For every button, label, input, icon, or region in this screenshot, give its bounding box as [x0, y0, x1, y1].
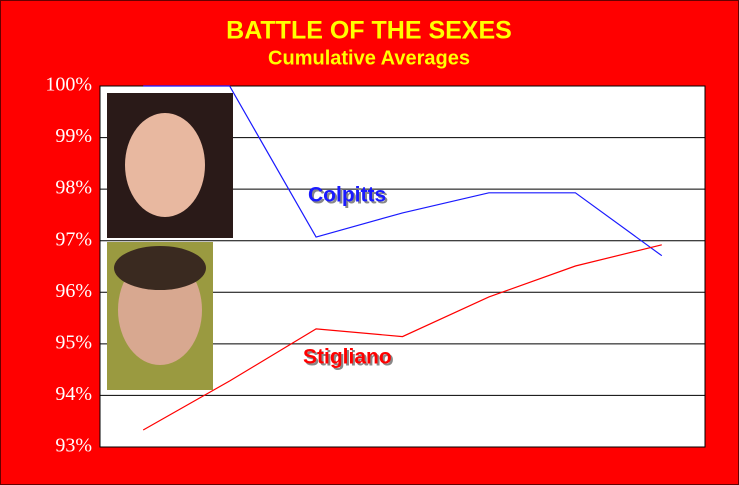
series-label: Colpitts — [308, 184, 386, 207]
y-tick-label: 93% — [55, 435, 92, 457]
y-tick-label: 95% — [55, 331, 92, 353]
series-label: Stigliano — [303, 346, 392, 369]
photo-face — [125, 113, 205, 217]
y-tick-label: 98% — [55, 177, 92, 199]
photo-hair — [114, 246, 206, 290]
y-tick-label: 100% — [45, 74, 92, 96]
y-tick-label: 99% — [55, 125, 92, 147]
chart-title: BATTLE OF THE SEXES — [226, 17, 512, 45]
y-tick-label: 97% — [55, 228, 92, 250]
chart-subtitle: Cumulative Averages — [268, 47, 470, 69]
chart: BATTLE OF THE SEXES Cumulative Averages … — [0, 0, 739, 485]
y-tick-label: 96% — [55, 280, 92, 302]
y-tick-label: 94% — [55, 383, 92, 405]
